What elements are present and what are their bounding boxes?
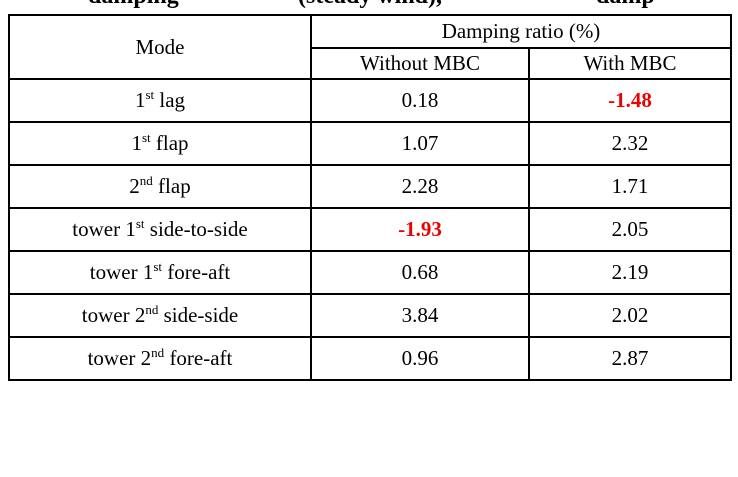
mode-cell: tower 1st side-to-side bbox=[8, 207, 312, 252]
mode-text: tower 2 bbox=[81, 303, 146, 327]
table-row: 1st lag 0.18 -1.48 bbox=[8, 78, 732, 123]
mode-ordinal-superscript: nd bbox=[151, 345, 165, 360]
mode-text: tower 2 bbox=[87, 346, 152, 370]
with-mbc-value: 2.32 bbox=[528, 121, 732, 166]
mode-cell: 1st lag bbox=[8, 78, 312, 123]
mode-text: fore-aft bbox=[162, 260, 231, 284]
mode-ordinal-superscript: st bbox=[145, 87, 155, 102]
mode-text: side-side bbox=[158, 303, 239, 327]
table-row: 1st flap 1.07 2.32 bbox=[8, 121, 732, 166]
without-mbc-value: 2.28 bbox=[310, 164, 530, 209]
without-mbc-value: 0.18 bbox=[310, 78, 530, 123]
without-mbc-value: 1.07 bbox=[310, 121, 530, 166]
mode-cell: 2nd flap bbox=[8, 164, 312, 209]
mode-text: flap bbox=[152, 174, 191, 198]
damping-ratio-table: Mode Damping ratio (%) Without MBC With … bbox=[8, 14, 732, 381]
mode-text: 1 bbox=[134, 88, 146, 112]
mode-text: tower 1 bbox=[89, 260, 154, 284]
mode-text: fore-aft bbox=[164, 346, 233, 370]
mode-cell: tower 1st fore-aft bbox=[8, 250, 312, 295]
column-group-header-damping-ratio: Damping ratio (%) bbox=[310, 14, 732, 49]
mode-ordinal-superscript: nd bbox=[145, 302, 159, 317]
mode-ordinal-superscript: st bbox=[135, 216, 145, 231]
mode-ordinal-superscript: st bbox=[141, 130, 151, 145]
caption-fragment: damp bbox=[596, 0, 655, 10]
table-row: tower 1st side-to-side -1.93 2.05 bbox=[8, 207, 732, 252]
table-row: tower 2nd side-side 3.84 2.02 bbox=[8, 293, 732, 338]
column-header-with-mbc: With MBC bbox=[528, 47, 732, 80]
column-header-without-mbc: Without MBC bbox=[310, 47, 530, 80]
mode-cell: tower 2nd side-side bbox=[8, 293, 312, 338]
caption-fragment: damping bbox=[88, 0, 179, 10]
table-header-row-1: Mode Damping ratio (%) bbox=[8, 14, 732, 80]
with-mbc-value: 2.05 bbox=[528, 207, 732, 252]
with-mbc-value: 2.87 bbox=[528, 336, 732, 381]
without-mbc-value: 0.96 bbox=[310, 336, 530, 381]
table-row: 2nd flap 2.28 1.71 bbox=[8, 164, 732, 209]
table-header-row-2: Without MBC With MBC bbox=[9, 47, 732, 80]
with-mbc-value: 1.71 bbox=[528, 164, 732, 209]
mode-text: lag bbox=[154, 88, 186, 112]
column-header-mode: Mode bbox=[8, 14, 312, 80]
with-mbc-value: 2.02 bbox=[528, 293, 732, 338]
with-mbc-value: -1.48 bbox=[528, 78, 732, 123]
without-mbc-value: -1.93 bbox=[310, 207, 530, 252]
mode-ordinal-superscript: nd bbox=[139, 173, 153, 188]
caption-fragment: (steady wind), bbox=[298, 0, 442, 10]
table-row: tower 1st fore-aft 0.68 2.19 bbox=[8, 250, 732, 295]
mode-text: tower 1 bbox=[72, 217, 136, 241]
with-mbc-value: 2.19 bbox=[528, 250, 732, 295]
table-row: tower 2nd fore-aft 0.96 2.87 bbox=[8, 336, 732, 381]
mode-cell: 1st flap bbox=[8, 121, 312, 166]
mode-text: 1 bbox=[131, 131, 142, 155]
table-body: 1st lag 0.18 -1.48 1st flap 1.07 2.32 2nd flap… bbox=[8, 78, 732, 381]
mode-text: side-to-side bbox=[144, 217, 248, 241]
without-mbc-value: 3.84 bbox=[310, 293, 530, 338]
cropped-caption: damping (steady wind), damp bbox=[0, 0, 738, 13]
mode-text: 2 bbox=[129, 174, 140, 198]
mode-cell: tower 2nd fore-aft bbox=[8, 336, 312, 381]
mode-text: flap bbox=[150, 131, 189, 155]
mode-ordinal-superscript: st bbox=[153, 259, 163, 274]
without-mbc-value: 0.68 bbox=[310, 250, 530, 295]
